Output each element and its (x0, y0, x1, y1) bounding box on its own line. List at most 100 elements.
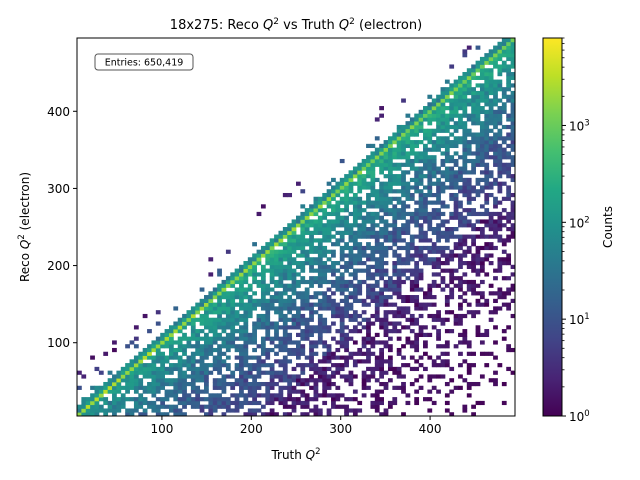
heatmap-cell (506, 219, 512, 224)
heatmap-cell (453, 102, 459, 107)
heatmap-cell (282, 317, 288, 322)
heatmap-cell (414, 249, 420, 254)
heatmap-cell (326, 211, 332, 217)
heatmap-cell (208, 340, 214, 345)
heatmap-cell (142, 397, 148, 402)
heatmap-cell (423, 166, 428, 171)
heatmap-cell (436, 117, 441, 122)
x-tick-label: 100 (150, 422, 173, 436)
heatmap-cell (221, 385, 227, 390)
heatmap-cell (344, 397, 349, 402)
heatmap-cell (414, 340, 420, 345)
heatmap-cell (501, 329, 507, 334)
heatmap-cell (155, 389, 161, 394)
heatmap-cell (151, 355, 157, 360)
heatmap-cell (444, 117, 450, 122)
heatmap-cell (493, 230, 498, 235)
heatmap-cell (479, 219, 485, 224)
heatmap-cell (466, 219, 472, 224)
heatmap-cell (418, 227, 424, 232)
heatmap-cell (287, 310, 293, 315)
heatmap-cell (90, 408, 95, 413)
heatmap-cell (497, 238, 503, 243)
heatmap-cell (256, 374, 262, 379)
heatmap-cell (300, 219, 306, 224)
heatmap-cell (357, 298, 363, 303)
heatmap-cell (133, 404, 139, 409)
heatmap-cell (493, 219, 498, 224)
heatmap-cell (160, 400, 165, 406)
heatmap-cell (204, 344, 209, 349)
heatmap-cell (296, 344, 301, 349)
heatmap-cell (379, 295, 384, 300)
heatmap-cell (225, 279, 231, 285)
heatmap-cell (458, 174, 463, 179)
heatmap-cell (85, 404, 91, 409)
heatmap-cell (164, 329, 170, 334)
heatmap-cell (440, 90, 446, 96)
heatmap-cell (278, 306, 284, 311)
heatmap-cell (243, 276, 249, 281)
heatmap-cell (462, 208, 468, 213)
heatmap-cell (423, 238, 428, 243)
heatmap-cell (436, 124, 441, 130)
heatmap-cell (414, 400, 420, 406)
heatmap-cell (239, 313, 244, 319)
heatmap-cell (484, 132, 490, 137)
heatmap-cell (379, 359, 384, 364)
heatmap-cell (287, 192, 293, 198)
heatmap-cell (313, 366, 319, 372)
heatmap-cell (309, 385, 314, 390)
heatmap-cell (348, 181, 354, 186)
heatmap-cell (221, 287, 227, 292)
heatmap-cell (344, 279, 349, 285)
heatmap-cell (466, 302, 472, 307)
heatmap-cell (344, 412, 349, 416)
heatmap-cell (357, 174, 363, 179)
heatmap-cell (339, 245, 345, 251)
heatmap-cell (265, 397, 271, 402)
heatmap-cell (444, 393, 450, 398)
heatmap-cell (112, 347, 117, 353)
heatmap-cell (160, 340, 165, 345)
heatmap-cell (414, 332, 420, 338)
heatmap-cell (256, 325, 262, 330)
heatmap-cell (322, 355, 328, 360)
heatmap-cell (296, 389, 301, 394)
heatmap-cell (370, 223, 376, 228)
heatmap-cell (357, 408, 363, 413)
heatmap-cell (309, 283, 314, 288)
heatmap-cell (396, 208, 402, 213)
heatmap-cell (440, 219, 446, 224)
heatmap-cell (221, 321, 227, 326)
heatmap-cell (396, 181, 402, 186)
heatmap-cell (326, 378, 332, 383)
heatmap-cell (177, 374, 183, 379)
heatmap-cell (475, 143, 481, 149)
heatmap-cell (287, 238, 293, 243)
heatmap-cell (475, 261, 481, 266)
heatmap-cell (431, 211, 437, 217)
heatmap-cell (239, 374, 244, 379)
heatmap-cell (436, 223, 441, 228)
heatmap-cell (436, 106, 441, 111)
heatmap-cell (278, 261, 284, 266)
heatmap-cell (151, 393, 157, 398)
heatmap-cell (274, 359, 279, 364)
heatmap-cell (488, 261, 494, 266)
heatmap-cell (479, 291, 485, 296)
heatmap-cell (427, 291, 433, 296)
heatmap-cell (173, 355, 179, 360)
heatmap-cell (506, 196, 512, 201)
heatmap-cell (278, 238, 284, 243)
heatmap-cell (326, 298, 332, 303)
heatmap-cell (383, 211, 389, 217)
heatmap-cell (142, 347, 148, 353)
heatmap-cell (458, 385, 463, 390)
heatmap-cell (466, 98, 472, 103)
heatmap-cell (462, 336, 468, 341)
heatmap-cell (466, 208, 472, 213)
heatmap-cell (230, 340, 236, 345)
heatmap-cell (252, 329, 257, 334)
heatmap-cell (230, 283, 236, 288)
